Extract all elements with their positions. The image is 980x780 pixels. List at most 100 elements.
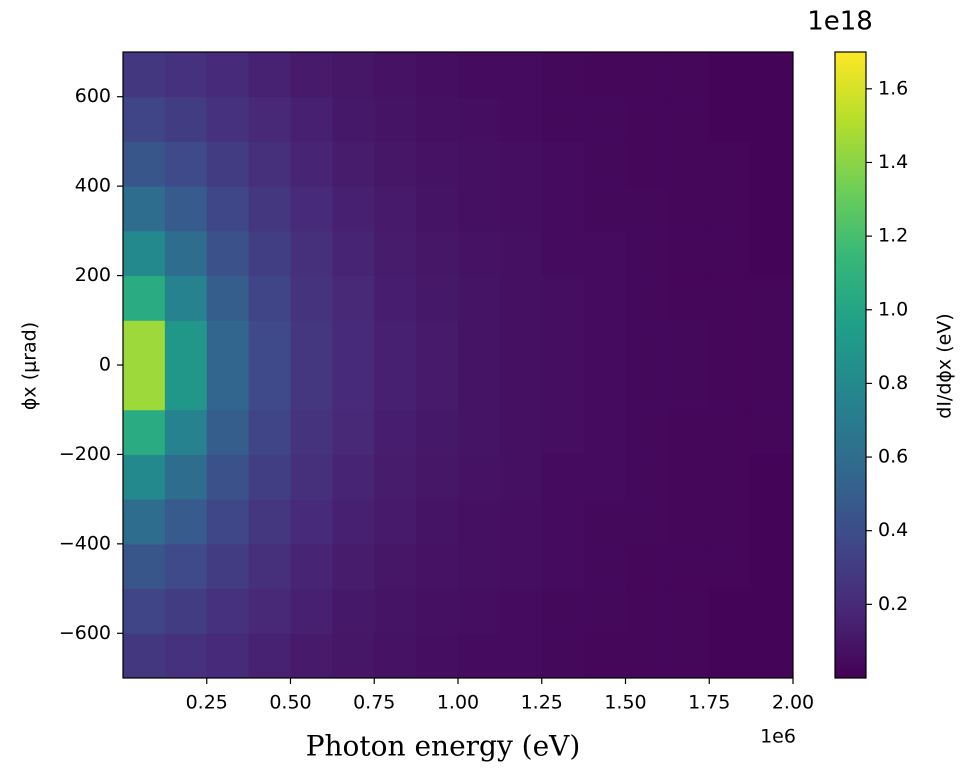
heatmap-cell [458,543,501,590]
heatmap-cell [583,320,626,366]
colorbar-tick-label: 1.0 [878,298,908,320]
heatmap-cell [206,320,250,366]
heatmap-cell [206,633,250,679]
heatmap-cell [290,141,333,187]
heatmap-cell [248,499,291,545]
heatmap-cell [541,588,585,634]
heatmap-cell [332,499,375,545]
heatmap-cell [583,633,626,679]
colorbar-label: dI/dϕx (eV) [934,313,956,418]
heatmap-cell [248,365,291,411]
heatmap-cell [751,275,794,321]
heatmap-cell [248,543,291,590]
heatmap-cell [248,230,291,277]
heatmap-cell [499,141,543,187]
heatmap-cell [332,320,375,366]
heatmap-cell [709,52,752,98]
colorbar-tick-label: 1.6 [878,77,908,99]
heatmap-cell [499,499,543,545]
heatmap-cell [667,409,710,455]
heatmap-cell [458,409,501,455]
heatmap-cell [164,633,208,679]
x-tick-label: 1.00 [437,692,479,714]
heatmap-cell [416,96,459,142]
heatmap-cell [541,633,585,679]
heatmap-cell [541,365,585,411]
heatmap-cell [625,186,668,232]
heatmap-cell [416,320,459,366]
colorbar-tick-label: 0.2 [878,593,908,615]
y-tick-label: 200 [75,264,111,286]
heatmap-cell [751,409,794,455]
heatmap-cell [541,186,585,232]
heatmap-cell [667,499,710,545]
heatmap-cell [332,230,375,277]
heatmap-cell [541,141,585,187]
heatmap-cell [625,96,668,142]
heatmap-cell [625,409,668,455]
heatmap-cell [374,320,417,366]
heatmap-cell [332,186,375,232]
colorbar-tick-label: 0.4 [878,519,908,541]
heatmap-cell [164,230,208,277]
heatmap-cell [709,365,752,411]
heatmap-cell [541,230,585,277]
x-offset-label: 1e6 [760,726,796,748]
heatmap-cell [499,52,543,98]
heatmap-cell [332,588,375,634]
heatmap-cell [458,588,501,634]
heatmap-cell [499,454,543,500]
colorbar-offset-label: 1e18 [807,7,873,37]
heatmap-cell [123,499,166,545]
heatmap-cell [374,141,417,187]
heatmap-cell [667,543,710,590]
y-axis-label: ϕx (μrad) [19,322,41,410]
heatmap-cell [416,588,459,634]
heatmap-cell [123,52,166,98]
heatmap-cell [499,409,543,455]
heatmap-cell [541,52,585,98]
heatmap-cell [458,230,501,277]
heatmap-cell [625,499,668,545]
colorbar-tick-label: 1.4 [878,151,908,173]
heatmap-cell [248,52,291,98]
colorbar-tick-label: 0.8 [878,372,908,394]
heatmap-cell [332,96,375,142]
heatmap-cell [374,543,417,590]
heatmap-cell [374,588,417,634]
heatmap-cell [458,454,501,500]
heatmap-cell [416,275,459,321]
heatmap-cell [123,454,166,500]
heatmap-cell [416,186,459,232]
heatmap-cell [583,230,626,277]
heatmap-cell [374,409,417,455]
heatmap-cell [206,52,250,98]
x-axis-label: Photon energy (eV) [306,730,581,763]
heatmap-cell [416,454,459,500]
heatmap-cell [416,499,459,545]
heatmap-cell [290,543,333,590]
heatmap-cell [164,588,208,634]
heatmap-cell [416,409,459,455]
heatmap-cell [667,588,710,634]
heatmap-cell [541,543,585,590]
y-tick-label: −200 [59,443,111,465]
heatmap-cell [667,633,710,679]
heatmap-cell [667,320,710,366]
heatmap-cell [290,320,333,366]
y-tick-label: 600 [75,85,111,107]
heatmap-cell [667,141,710,187]
heatmap-cell [123,588,166,634]
heatmap-cell [541,409,585,455]
heatmap-cell [123,186,166,232]
heatmap-cell [164,186,208,232]
heatmap-cell [248,320,291,366]
heatmap-cell [499,186,543,232]
heatmap-cell [123,230,166,277]
heatmap-cell [248,588,291,634]
heatmap-cell [583,409,626,455]
heatmap-cell [206,454,250,500]
heatmap-cell [709,633,752,679]
heatmap-cell [625,633,668,679]
